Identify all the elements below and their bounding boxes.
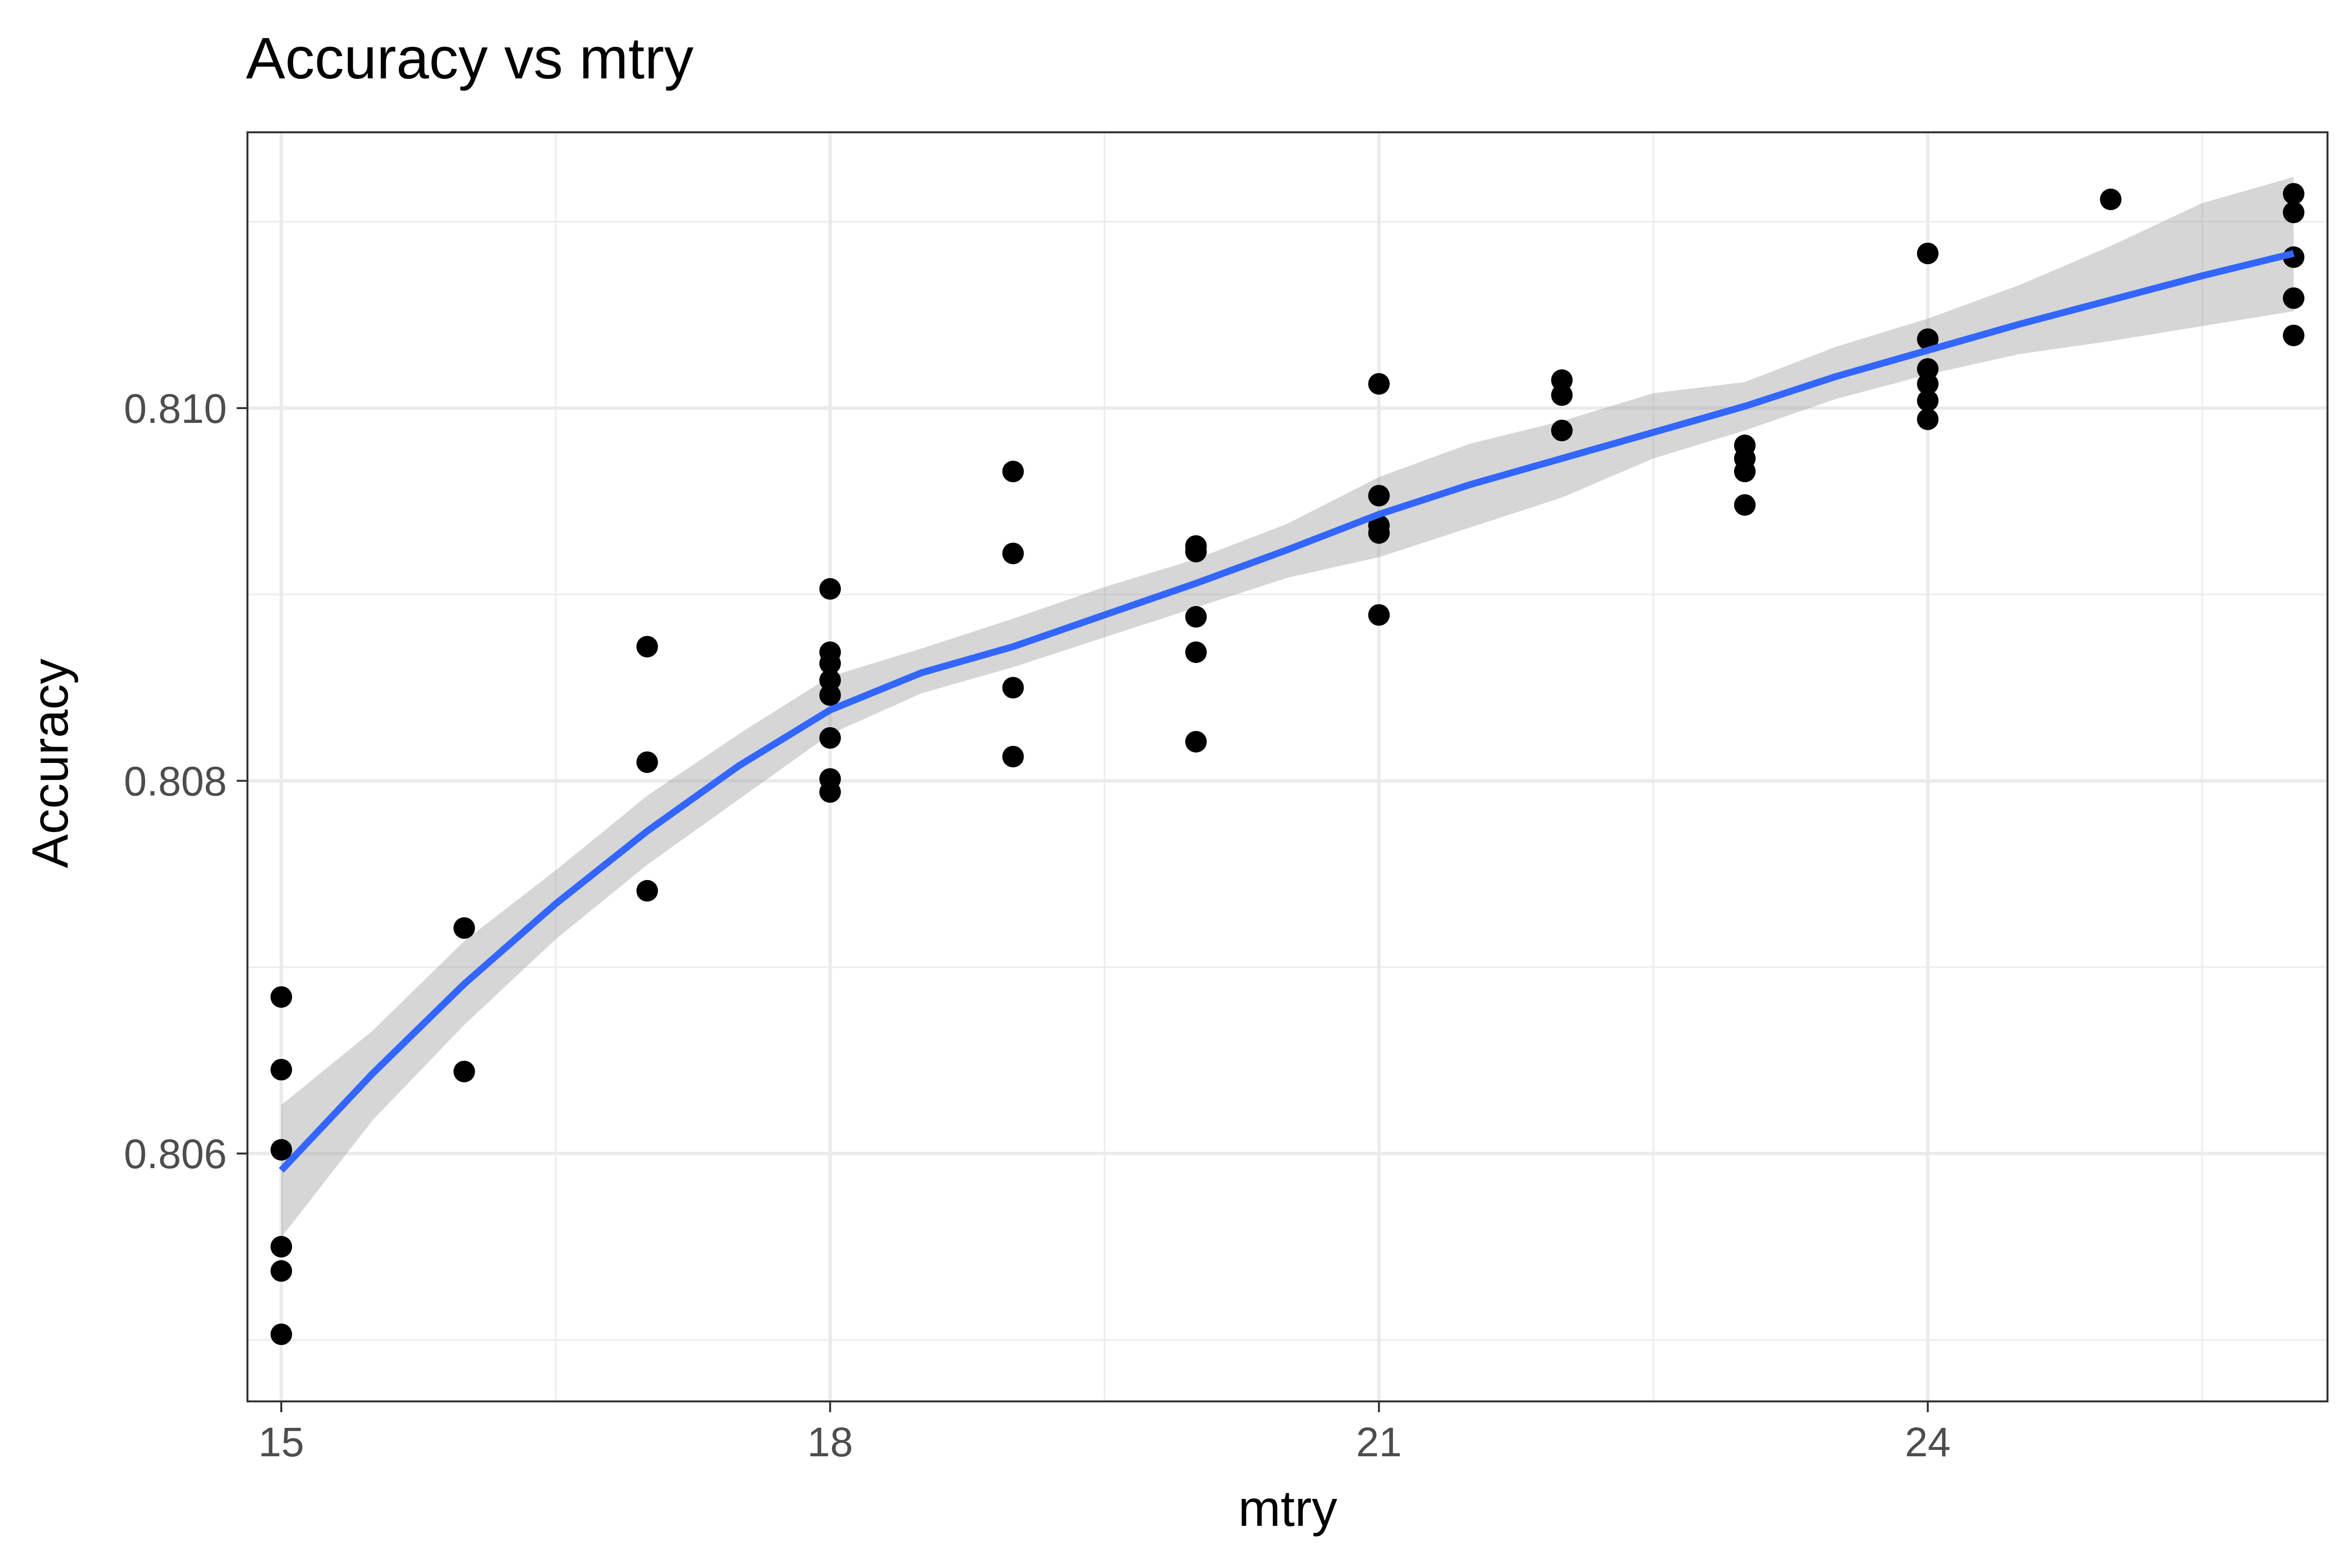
data-point xyxy=(2282,287,2304,309)
data-point xyxy=(1368,485,1390,507)
data-point xyxy=(819,684,841,706)
y-axis: 0.806 0.808 0.810 xyxy=(124,386,247,1177)
data-point xyxy=(2282,201,2304,223)
x-axis: 15 18 21 24 xyxy=(258,1401,1951,1465)
x-axis-title: mtry xyxy=(1238,1480,1337,1537)
data-point xyxy=(270,1059,293,1080)
data-point xyxy=(2100,188,2122,210)
data-point xyxy=(270,1139,293,1161)
data-point xyxy=(819,652,841,674)
data-point xyxy=(1917,328,1939,350)
x-tick-label: 21 xyxy=(1356,1419,1401,1465)
data-point xyxy=(1551,369,1573,391)
data-point xyxy=(1368,522,1390,544)
data-point xyxy=(1551,384,1573,406)
data-point xyxy=(1734,494,1756,516)
data-point xyxy=(636,880,658,902)
data-point xyxy=(1917,358,1939,380)
data-point xyxy=(636,751,658,773)
data-point xyxy=(1734,461,1756,483)
x-tick-label: 15 xyxy=(258,1419,304,1465)
data-point xyxy=(1917,408,1939,430)
data-point xyxy=(1002,461,1024,483)
scatter-points xyxy=(270,183,2304,1346)
confidence-band-area xyxy=(281,177,2294,1238)
data-point xyxy=(1368,373,1390,395)
data-point xyxy=(1551,419,1573,441)
data-point xyxy=(1368,604,1390,626)
data-point xyxy=(270,1236,293,1258)
data-point xyxy=(1185,641,1207,663)
data-point xyxy=(1917,373,1939,395)
data-point xyxy=(270,1260,293,1282)
smooth-line xyxy=(279,250,2295,1173)
plot-panel-border xyxy=(246,131,2328,1402)
data-point xyxy=(1185,606,1207,628)
data-point xyxy=(2282,324,2304,346)
data-point xyxy=(270,1323,293,1346)
chart-title: Accuracy vs mtry xyxy=(246,25,693,91)
data-point xyxy=(453,917,475,939)
data-point xyxy=(2282,183,2304,205)
data-point xyxy=(1917,390,1939,412)
y-tick-label: 0.806 xyxy=(124,1131,227,1177)
smooth-fit-line xyxy=(279,250,2295,1173)
data-point xyxy=(819,781,841,803)
data-point xyxy=(636,636,658,658)
data-point xyxy=(1917,243,1939,265)
data-point xyxy=(819,578,841,600)
y-axis-title: Accuracy xyxy=(22,659,79,868)
data-point xyxy=(453,1060,475,1082)
data-point xyxy=(819,669,841,691)
x-tick-label: 18 xyxy=(807,1419,853,1465)
data-point xyxy=(1002,542,1024,564)
data-point xyxy=(1185,540,1207,563)
data-point xyxy=(1185,731,1207,753)
x-tick-label: 24 xyxy=(1905,1419,1951,1465)
data-point xyxy=(819,727,841,749)
confidence-band xyxy=(281,177,2294,1238)
data-point xyxy=(270,986,293,1008)
data-point xyxy=(1002,746,1024,768)
y-tick-label: 0.808 xyxy=(124,759,227,805)
data-point xyxy=(1002,677,1024,699)
y-tick-label: 0.810 xyxy=(124,386,227,432)
